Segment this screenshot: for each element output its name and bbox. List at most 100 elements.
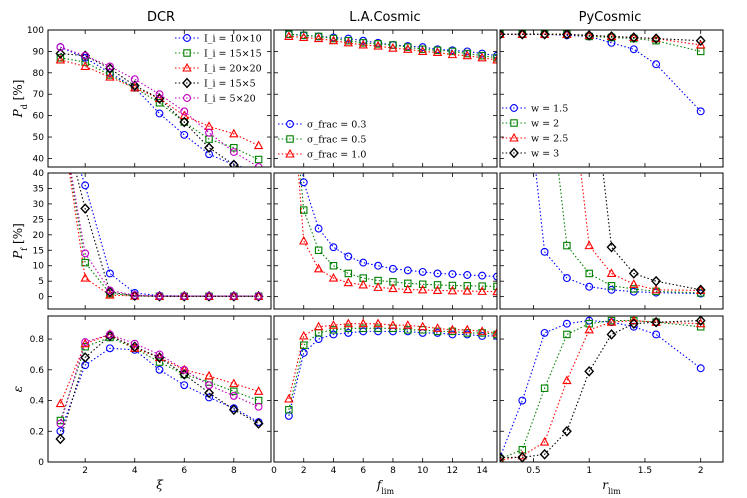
data-point: [563, 330, 571, 339]
axes-frame: [273, 315, 498, 463]
x-tick-label: 2: [82, 466, 88, 476]
data-point: [500, 452, 505, 462]
data-point: [56, 54, 65, 62]
data-point: [462, 324, 472, 334]
data-point: [285, 405, 293, 414]
data-point: [447, 324, 458, 334]
data-point: [585, 45, 593, 54]
series-line-4: [60, 46, 259, 167]
data-point: [388, 264, 397, 273]
data-point: [477, 326, 487, 335]
data-point: [433, 46, 442, 55]
data-point: [651, 316, 661, 326]
panel-Py-Pd: w = 1.5 w = 2 w = 2.5 w = 3: [499, 29, 724, 168]
series-line-0: [288, 330, 497, 417]
data-point: [155, 99, 164, 107]
data-point: [55, 433, 66, 445]
y-tick-label: 0: [38, 293, 44, 303]
data-point: [403, 284, 413, 294]
data-point: [81, 53, 90, 62]
data-point: [373, 318, 383, 328]
panel-title-lacosmic: L.A.Cosmic: [349, 10, 420, 25]
data-point: [205, 292, 214, 300]
x-tick-label: 0: [271, 466, 277, 476]
panel-title-pycosmic: PyCosmic: [579, 10, 642, 25]
data-point: [328, 35, 339, 45]
data-point: [105, 62, 114, 71]
data-point: [299, 235, 309, 245]
data-point: [432, 285, 443, 295]
data-point: [343, 37, 354, 47]
data-point: [562, 274, 571, 283]
data-point: [180, 365, 189, 374]
panel-Py-Pf: [499, 45, 724, 310]
series-group: [55, 329, 264, 445]
x-tick-label: 0.5: [526, 466, 540, 476]
data-point: [229, 391, 238, 400]
y-label-eps: ε: [11, 386, 25, 392]
series-group: [56, 107, 264, 302]
data-point: [606, 241, 617, 253]
data-point: [56, 419, 65, 428]
legend: w = 1.5 w = 2 w = 2.5 w = 3: [502, 104, 568, 160]
data-point: [253, 418, 264, 429]
data-point: [403, 320, 413, 329]
data-point: [477, 286, 487, 295]
series-line-2: [297, 173, 497, 293]
data-point: [329, 330, 338, 339]
data-point: [204, 370, 214, 380]
series-line-2: [500, 320, 701, 462]
data-point: [129, 80, 140, 91]
data-point: [343, 318, 354, 328]
data-point: [358, 279, 368, 289]
legend-marker: [509, 147, 519, 159]
y-label-pd: Pd [%]: [11, 80, 29, 119]
data-point: [155, 292, 164, 300]
data-point: [628, 268, 639, 279]
series-line-2: [60, 59, 259, 147]
legend-marker: [182, 77, 192, 89]
data-point: [299, 348, 308, 357]
axes-frame: [47, 315, 272, 463]
data-point: [651, 316, 662, 328]
data-point: [606, 268, 617, 278]
y-tick-label: 0.6: [30, 366, 45, 376]
series-line-1: [558, 173, 701, 294]
panel-title-dcr: DCR: [147, 10, 175, 25]
data-point: [539, 30, 550, 40]
series-line-2: [288, 35, 497, 61]
data-point: [56, 107, 64, 116]
series-line-2: [580, 173, 701, 292]
data-point: [80, 203, 91, 214]
y-tick-label: 30: [33, 200, 45, 210]
data-point: [417, 321, 428, 331]
data-point: [180, 381, 189, 390]
data-point: [57, 107, 65, 114]
axes-frame: [499, 172, 724, 310]
data-point: [344, 324, 353, 333]
data-point: [254, 163, 263, 167]
x-label-xi: ξ: [156, 478, 164, 492]
panel-DCR-Pf: 0 5 10 15 20 25 30 35 40: [33, 107, 272, 310]
y-tick-label: 10: [33, 262, 45, 272]
data-point: [417, 46, 428, 55]
data-point: [695, 284, 706, 296]
x-tick-label: 14: [476, 466, 488, 476]
data-point: [374, 40, 382, 48]
data-point: [56, 43, 65, 52]
data-point: [696, 364, 705, 373]
data-point: [540, 247, 549, 256]
data-point: [253, 386, 264, 395]
legend-label: I_i = 15×5: [204, 79, 256, 90]
data-point: [105, 71, 115, 81]
axes-frame: [273, 172, 498, 310]
data-point: [180, 292, 189, 300]
data-point: [478, 282, 486, 290]
series-line-3: [500, 33, 701, 42]
data-point: [628, 32, 639, 43]
data-point: [433, 269, 442, 278]
data-point: [229, 292, 238, 300]
data-point: [55, 54, 66, 64]
x-tick-label: 10: [417, 466, 429, 476]
y-tick-label: 50: [33, 133, 45, 143]
